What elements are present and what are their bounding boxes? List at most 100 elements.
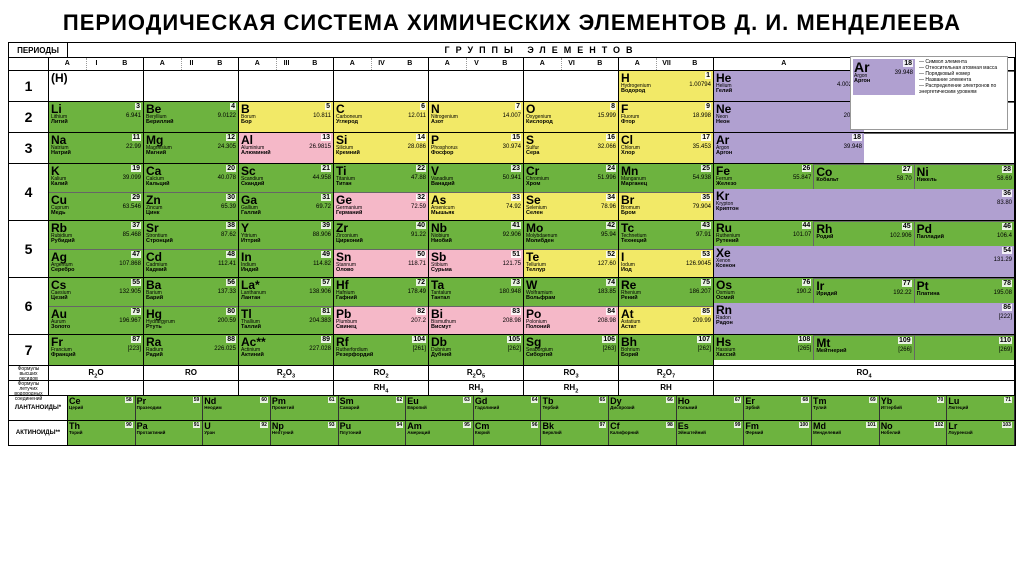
element-cell: Mo4295.94 MolybdaenumМолибден [524,221,618,249]
element-cell: Co2758.70Кобальт [813,164,913,189]
element-cell: Be49.0122 BerylliumБериллий [144,102,238,132]
empty-cell [524,71,618,101]
element-cell: Sn50118.71 StannumОлово [334,249,428,278]
period-label: 4 [9,164,49,220]
period-label: 2 [9,102,49,132]
actinoids-row: АКТИНОИДЫ** Th90ТорийPa91ПротактинийU92У… [9,421,1015,445]
element-cell: Rf104[261] RutherfordiumРезерфордий [334,335,428,365]
element-cell: Ca2040.078 CalciumКальций [144,164,238,192]
formula-cell: RH2 [524,381,619,395]
period-label: 6 [9,278,49,334]
lanthanoids-row: ЛАНТАНОИДЫ* Ce58ЦерийPr59ПразеодимNd60Не… [9,396,1015,421]
element-cell: Ta73180.948 TantalumТантал [429,278,523,306]
formula-cell [49,381,144,395]
formula-cell: R2O5 [429,366,524,380]
element-cell: Xe54131.29 XenonКсенон [714,246,1014,278]
element-cell: Cl1735.453 ChlorumХлор [619,133,713,163]
element-cell: Cd48112.41 CadmiumКадмий [144,249,238,278]
element-cell: Po84208.98 PoloniumПолоний [524,306,618,335]
element-cell: Ar1839.948 ArgonАргон [714,133,864,163]
element-cell: Ni2858.69Никель [914,164,1014,189]
legend-box: Ar 18 39.948 Argon Аргон — Символ элемен… [850,56,1008,130]
series-cell: Th90Торий [68,421,136,445]
formula-cell: RH4 [334,381,429,395]
series-cell: Pu94Плутоний [339,421,407,445]
element-cell: Hs108[265]HassiumХассий [714,335,813,360]
series-cell: No102Нобелий [880,421,948,445]
series-cell: Yb70Иттербий [880,396,948,420]
series-cell: Md101Менделевий [812,421,880,445]
element-cell: Cr2451.996 ChromiumХром [524,164,618,192]
series-cell: Bk97Берклий [541,421,609,445]
element-cell: As3374.92 ArsenicumМышьяк [429,192,523,221]
element-cell: P1530.974 PhosphorusФосфор [429,133,523,163]
element-cell: Y3988.906 YttriumИттрий [239,221,333,249]
lanthanoids-label: ЛАНТАНОИДЫ* [9,396,68,420]
element-cell: F918.998 FluorumФтор [619,102,713,132]
element-cell: At85209.99 AstatiumАстат [619,306,713,335]
element-cell: Ba56137.33 BariumБарий [144,278,238,306]
element-cell: Nb4192.906 NiobiumНиобий [429,221,523,249]
element-cell: Bi83208.98 BismuthumВисмут [429,306,523,335]
empty-cell [144,71,238,101]
series-cell: Nd60Неодим [203,396,271,420]
element-cell: Hg80200.59 HydrargyrumРтуть [144,306,238,335]
series-cell: Np93Нептуний [271,421,339,445]
element-cell: Fr87[223] FranciumФранций [49,335,143,365]
element-cell: I53126.9045 IodumИод [619,249,713,278]
element-cell: Br3579.904 BromumБром [619,192,713,221]
element-cell: Sg106[263] SeaborgiumСиборгий [524,335,618,365]
element-cell: Se3478.96 SeleniumСелен [524,192,618,221]
element-cell: Ti2247.88 TitaniumТитан [334,164,428,192]
element-cell: Hf72178.49 HafniumГафний [334,278,428,306]
element-cell: H11.00794 HydrogeniumВодород [619,71,713,101]
element-cell: Li36.941 LithiumЛитий [49,102,143,132]
periods-header: ПЕРИОДЫ [9,43,68,57]
element-cell: S1632.066 SulfurСера [524,133,618,163]
element-cell: He24.002602 HeliumГелий [714,71,864,101]
series-cell: Er68Эрбий [744,396,812,420]
series-cell: Cm96Кюрий [474,421,542,445]
oxides-label: Формулы высших оксидов [9,366,49,380]
element-cell: Mt109[266]Мейтнерий [813,335,913,360]
element-cell: Pd46106.4Палладий [914,221,1014,246]
element-cell: Te52127.60 TelluriumТеллур [524,249,618,278]
element-cell: Bh107[262] BohriumБорий [619,335,713,365]
series-cell: Tb65Тербий [541,396,609,420]
element-cell: Zn3065.39 ZincumЦинк [144,192,238,221]
element-cell: N714.007 NitrogeniumАзот [429,102,523,132]
series-cell: Am95Америций [406,421,474,445]
element-cell: Sr3887.62 StrontiumСтронций [144,221,238,249]
element-cell: 110[269] [914,335,1014,360]
formula-cell: RO2 [334,366,429,380]
formula-cell [714,381,1015,395]
series-cell: Pm61Прометий [271,396,339,420]
formula-cell: RO [144,366,239,380]
formula-cell [239,381,334,395]
element-cell: Cs55132.905 CaesiumЦезий [49,278,143,306]
element-cell: Ag47107.868 ArgentumСеребро [49,249,143,278]
formula-cell: RO4 [714,366,1015,380]
hydrides-row: Формулы летучих водородных соединений RH… [9,381,1015,396]
element-cell: Zr4091.22 ZirconiumЦирконий [334,221,428,249]
series-cell: Dy66Диспрозий [609,396,677,420]
formula-cell: RH [619,381,714,395]
series-cell: Gd64Гадолиний [474,396,542,420]
series-cell: Ho67Гольмий [677,396,745,420]
oxides-row: Формулы высших оксидов R2OROR2O3RO2R2O5R… [9,366,1015,381]
period-label: 1 [9,71,49,101]
element-cell: Rb3785.468 RubidiumРубидий [49,221,143,249]
element-cell: Ir77192.22Иридий [813,278,913,303]
empty-cell [239,71,333,101]
element-cell: Ne1020.170 NeonНеон [714,102,864,132]
hydrides-label: Формулы летучих водородных соединений [9,381,49,395]
element-cell: (H) [49,71,143,101]
series-cell: Eu63Европий [406,396,474,420]
element-cell: Sb51121.75 StibiumСурьма [429,249,523,278]
series-cell: U92Уран [203,421,271,445]
element-cell: Db105[262] DubniumДубний [429,335,523,365]
element-cell: Mn2554.938 ManganumМарганец [619,164,713,192]
empty-cell [334,71,428,101]
element-cell: Pb82207.2 PlumbumСвинец [334,306,428,335]
element-cell: In49114.82 IndiumИндий [239,249,333,278]
